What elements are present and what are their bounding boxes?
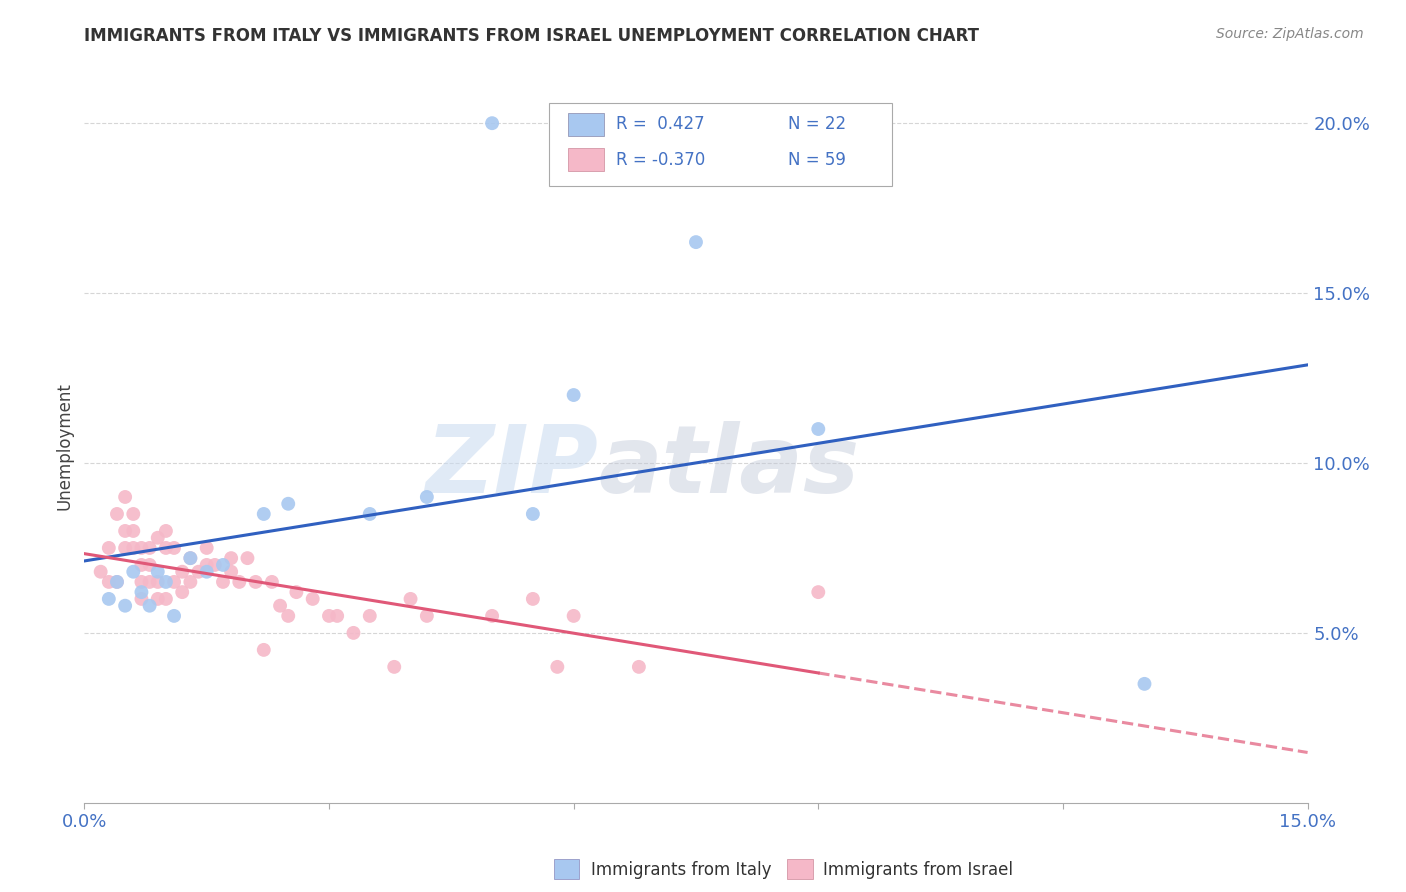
Point xyxy=(260,574,283,589)
Point xyxy=(131,585,153,599)
Point xyxy=(105,574,128,589)
Point xyxy=(122,541,145,555)
Point xyxy=(97,541,120,555)
Point xyxy=(179,574,201,589)
FancyBboxPatch shape xyxy=(550,103,891,186)
Point xyxy=(131,558,153,572)
Point xyxy=(90,565,112,579)
Point xyxy=(163,608,186,623)
Point xyxy=(155,574,177,589)
Point xyxy=(155,524,177,538)
Point xyxy=(546,660,568,674)
Point xyxy=(228,574,250,589)
Point xyxy=(195,558,218,572)
Point xyxy=(179,551,201,566)
Text: atlas: atlas xyxy=(598,421,859,514)
Point xyxy=(131,574,153,589)
Point xyxy=(253,643,276,657)
Point xyxy=(114,490,136,504)
Point xyxy=(269,599,291,613)
Point xyxy=(318,608,340,623)
Point xyxy=(359,507,381,521)
Point xyxy=(131,591,153,606)
Text: Immigrants from Italy: Immigrants from Italy xyxy=(591,861,770,879)
Point xyxy=(155,591,177,606)
Point xyxy=(146,531,169,545)
Point xyxy=(342,626,364,640)
Point xyxy=(253,507,276,521)
Text: Source: ZipAtlas.com: Source: ZipAtlas.com xyxy=(1216,27,1364,41)
Point xyxy=(416,608,439,623)
Point xyxy=(172,565,194,579)
Point xyxy=(219,565,242,579)
Text: N = 59: N = 59 xyxy=(787,151,845,169)
Point xyxy=(138,574,160,589)
Bar xyxy=(568,112,605,136)
Point xyxy=(163,541,186,555)
Point xyxy=(481,608,503,623)
Point xyxy=(163,574,186,589)
Point xyxy=(807,585,830,599)
Point xyxy=(236,551,259,566)
Point xyxy=(219,551,242,566)
Point xyxy=(105,507,128,521)
Point xyxy=(146,565,169,579)
Point xyxy=(245,574,267,589)
Text: Immigrants from Israel: Immigrants from Israel xyxy=(823,861,1012,879)
Point xyxy=(187,565,209,579)
Point xyxy=(212,574,235,589)
Text: N = 22: N = 22 xyxy=(787,115,846,133)
Point xyxy=(195,565,218,579)
Point xyxy=(105,574,128,589)
Point xyxy=(122,565,145,579)
Point xyxy=(301,591,323,606)
Point xyxy=(146,574,169,589)
Text: R = -0.370: R = -0.370 xyxy=(616,151,706,169)
Point xyxy=(212,558,235,572)
Point xyxy=(1133,677,1156,691)
Point xyxy=(204,558,226,572)
Point xyxy=(277,497,299,511)
Point xyxy=(195,541,218,555)
Point xyxy=(522,591,544,606)
Point xyxy=(97,574,120,589)
Point xyxy=(146,591,169,606)
Point xyxy=(179,551,201,566)
Point xyxy=(138,541,160,555)
Point xyxy=(562,388,585,402)
Point xyxy=(399,591,422,606)
Point xyxy=(481,116,503,130)
Point xyxy=(122,524,145,538)
Point xyxy=(807,422,830,436)
Bar xyxy=(568,148,605,171)
Point xyxy=(114,524,136,538)
Point xyxy=(685,235,707,249)
Point xyxy=(382,660,405,674)
Point xyxy=(172,585,194,599)
Point xyxy=(114,599,136,613)
Point xyxy=(562,608,585,623)
Point xyxy=(277,608,299,623)
Point xyxy=(416,490,439,504)
Point xyxy=(326,608,349,623)
Point xyxy=(114,541,136,555)
Point xyxy=(627,660,650,674)
Text: R =  0.427: R = 0.427 xyxy=(616,115,704,133)
Point xyxy=(155,541,177,555)
Point xyxy=(138,599,160,613)
Point xyxy=(122,507,145,521)
Text: IMMIGRANTS FROM ITALY VS IMMIGRANTS FROM ISRAEL UNEMPLOYMENT CORRELATION CHART: IMMIGRANTS FROM ITALY VS IMMIGRANTS FROM… xyxy=(84,27,980,45)
Point xyxy=(285,585,308,599)
Y-axis label: Unemployment: Unemployment xyxy=(55,382,73,510)
Point xyxy=(138,558,160,572)
Point xyxy=(97,591,120,606)
Text: ZIP: ZIP xyxy=(425,421,598,514)
Point xyxy=(359,608,381,623)
Point xyxy=(522,507,544,521)
Point xyxy=(131,541,153,555)
